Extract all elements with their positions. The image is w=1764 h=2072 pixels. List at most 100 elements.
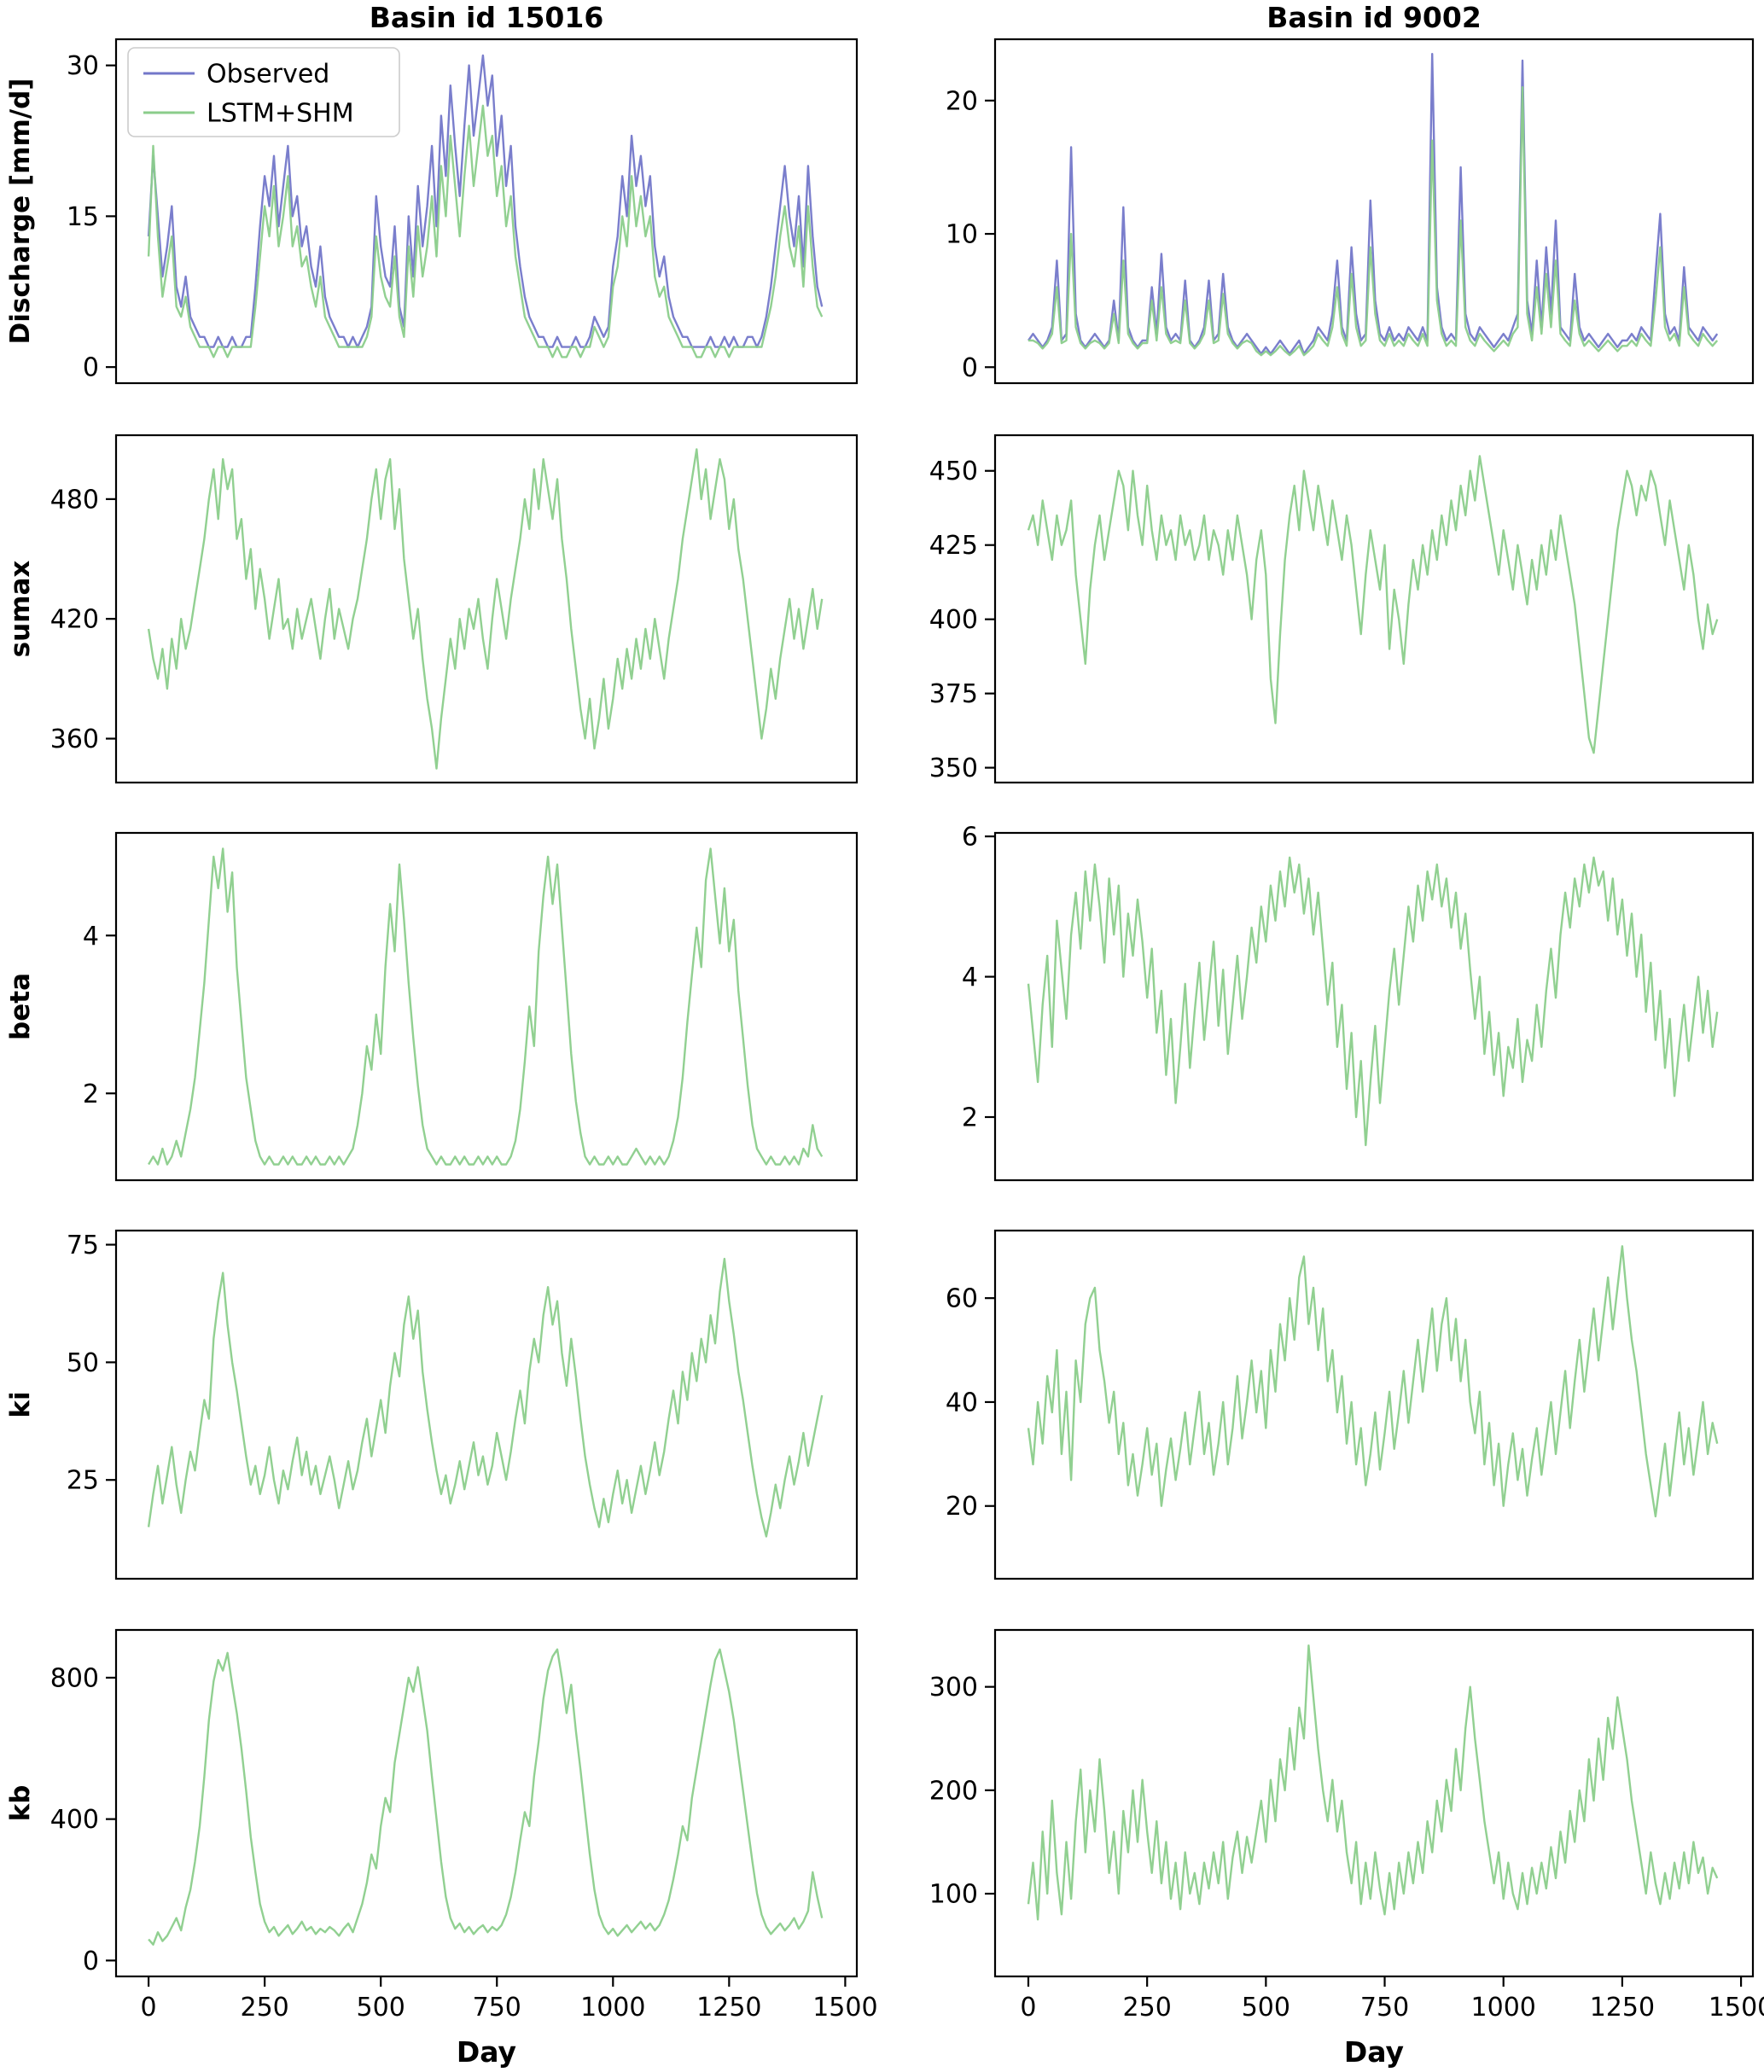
series-group	[147, 1257, 824, 1538]
y-tick-label: 2	[83, 1080, 99, 1109]
series-line-lstm-shm	[1028, 85, 1719, 357]
x-tick-label: 250	[1123, 1993, 1172, 2023]
legend: Observed LSTM+SHM	[127, 47, 400, 137]
x-tick-label: 1250	[696, 1993, 761, 2023]
y-tick-label: 360	[50, 725, 99, 754]
y-tick-label: 75	[67, 1231, 99, 1260]
y-tick-label: 4	[83, 922, 99, 952]
subplot-ki-9002: 20 40 60	[946, 1229, 1755, 1580]
y-tick-label: 2	[962, 1103, 978, 1133]
y-tick-label: 200	[929, 1776, 978, 1806]
y-tick-label: 30	[67, 51, 99, 81]
y-tick-label: 50	[67, 1348, 99, 1378]
x-tick-label: 1500	[812, 1993, 877, 2023]
y-tick-label: 480	[50, 485, 99, 515]
x-tick-label: 750	[473, 1993, 521, 2023]
y-tick-label: 100	[929, 1880, 978, 1910]
y-tick-label: 4	[962, 963, 978, 992]
series-line-lstm-shm	[148, 1648, 824, 1946]
y-axis: 0 400 800	[50, 1663, 116, 1976]
series-line-observed	[147, 54, 824, 348]
series-group	[1027, 856, 1719, 1147]
series-line-lstm-shm	[147, 448, 824, 770]
plot-frame	[114, 434, 859, 784]
plot-frame	[114, 38, 859, 385]
y-tick-label: 20	[946, 1492, 978, 1522]
y-tick-label: 6	[962, 823, 978, 853]
y-axis: 25 50 75	[67, 1231, 116, 1496]
y-tick-label: 420	[50, 605, 99, 635]
y-axis-label: beta	[5, 973, 36, 1040]
y-axis: 350 375 400 425 450	[929, 457, 995, 783]
y-tick-label: 40	[946, 1388, 978, 1417]
x-axis-label: Day	[1344, 2035, 1404, 2069]
y-tick-label: 60	[946, 1284, 978, 1314]
y-tick-label: 450	[929, 457, 978, 486]
plot-frame	[114, 1229, 859, 1580]
plot-frame	[993, 38, 1755, 385]
x-tick-label: 500	[1242, 1993, 1290, 2023]
y-tick-label: 800	[50, 1663, 99, 1693]
y-axis-label: ki	[5, 1391, 36, 1417]
x-tick-label: 0	[1020, 1993, 1036, 2023]
x-tick-label: 500	[357, 1993, 405, 2023]
y-axis: 0 15 30	[67, 51, 116, 383]
x-axis: 0 250 500 750 1000 1250 1500 Day	[1020, 1976, 1764, 2069]
y-axis: 24	[83, 922, 116, 1109]
series-group	[147, 448, 824, 770]
plot-frame	[993, 1628, 1755, 1978]
subplot-sumax-15016: 360 420 480 sumax	[5, 434, 859, 784]
series-group	[147, 54, 824, 358]
x-tick-label: 1250	[1590, 1993, 1655, 2023]
y-axis-label: kb	[5, 1785, 36, 1822]
series-line-lstm-shm	[1027, 1245, 1719, 1518]
legend-label: Observed	[207, 60, 329, 90]
legend-box	[127, 47, 400, 137]
x-tick-label: 750	[1360, 1993, 1409, 2023]
series-group	[1027, 455, 1719, 754]
y-tick-label: 25	[67, 1466, 99, 1496]
series-line-observed	[1028, 53, 1719, 355]
subplot-kb-15016: 0 400 800 0 250 500 750 1000 1250 1500 Day kb	[5, 1628, 878, 2069]
subplot-discharge-15016: 0 15 30 Basin id 15016 Discharge [mm/d] Obser…	[5, 1, 859, 385]
y-tick-label: 10	[946, 220, 978, 250]
x-tick-label: 250	[241, 1993, 289, 2023]
series-group	[148, 847, 824, 1166]
subplot-beta-9002: 2 4 6	[962, 823, 1755, 1182]
x-tick-label: 1000	[1471, 1993, 1536, 2023]
plot-frame	[993, 434, 1755, 784]
y-tick-label: 0	[962, 353, 978, 383]
series-line-lstm-shm	[147, 1257, 824, 1538]
y-axis: 2 4 6	[962, 823, 995, 1133]
y-axis: 0 10 20	[946, 86, 995, 383]
series-group	[148, 1648, 824, 1946]
legend-label: LSTM+SHM	[207, 99, 354, 129]
series-line-lstm-shm	[1027, 455, 1719, 754]
x-axis: 0 250 500 750 1000 1250 1500 Day	[141, 1976, 878, 2069]
y-tick-label: 400	[50, 1805, 99, 1835]
y-tick-label: 0	[83, 353, 99, 383]
plot-frame	[114, 1628, 859, 1978]
x-tick-label: 0	[141, 1993, 157, 2023]
x-tick-label: 1500	[1709, 1993, 1764, 2023]
y-axis: 100 200 300	[929, 1673, 995, 1910]
y-tick-label: 0	[83, 1947, 99, 1976]
x-tick-label: 1000	[580, 1993, 645, 2023]
plot-frame	[993, 831, 1755, 1182]
subplot-sumax-9002: 350 375 400 425 450	[929, 434, 1755, 784]
y-tick-label: 300	[929, 1673, 978, 1702]
y-tick-label: 20	[946, 86, 978, 116]
subplot-kb-9002: 100 200 300 0 250 500 750 1000 1250 1500 Day	[929, 1628, 1764, 2069]
series-line-lstm-shm	[1027, 1644, 1719, 1921]
x-axis-label: Day	[457, 2035, 516, 2069]
y-tick-label: 375	[929, 679, 978, 709]
plot-frame	[993, 1229, 1755, 1580]
y-axis: 20 40 60	[946, 1284, 995, 1522]
series-line-lstm-shm	[147, 104, 824, 358]
y-axis-label: Discharge [mm/d]	[5, 79, 36, 345]
series-group	[1027, 1245, 1719, 1518]
y-axis-label: sumax	[5, 561, 36, 658]
